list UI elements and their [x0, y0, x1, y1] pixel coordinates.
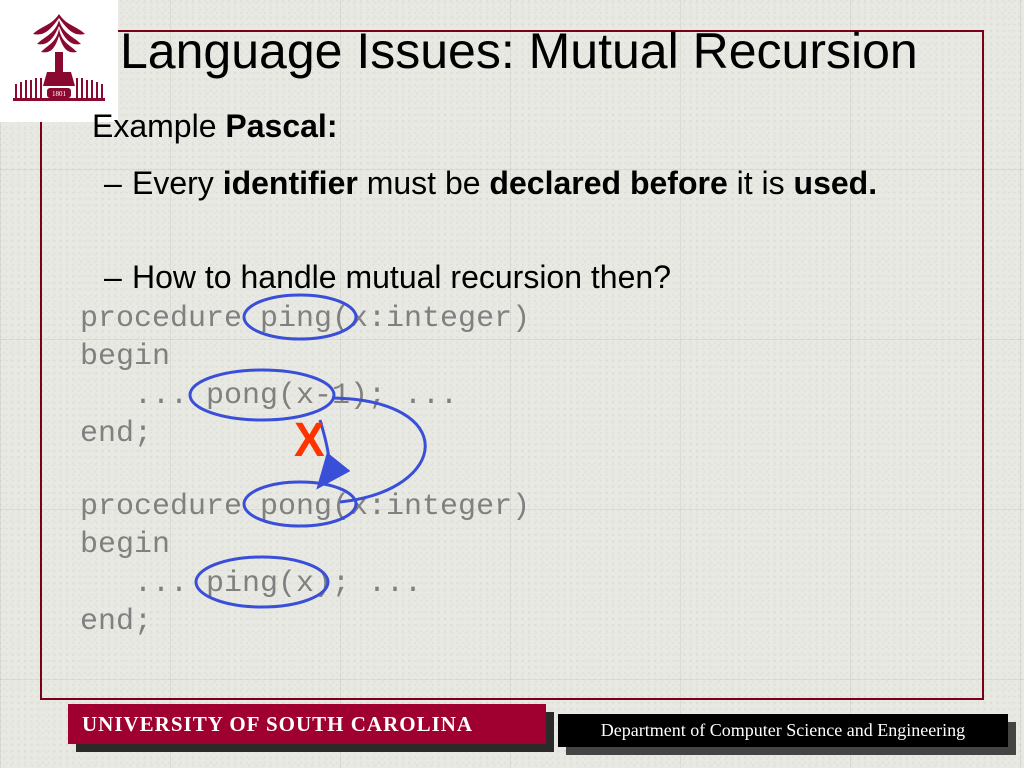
- university-name: UNIVERSITY OF SOUTH CAROLINA: [82, 712, 473, 737]
- bullet2b-text: How to handle mutual recursion then?: [132, 259, 671, 295]
- dash-icon: –: [104, 256, 122, 299]
- university-bar: UNIVERSITY OF SOUTH CAROLINA: [68, 704, 546, 744]
- slide-title: Language Issues: Mutual Recursion: [120, 22, 1000, 80]
- bullet-how-to-handle: – How to handle mutual recursion then?: [132, 256, 968, 299]
- error-cross-icon: X: [294, 411, 325, 468]
- slide-root: 1801 Language Issues: Mutual Recursion E…: [0, 0, 1024, 768]
- dash-icon: –: [104, 162, 122, 205]
- bullet2a-text: Every identifier must be declared before…: [132, 165, 877, 201]
- bullet-declared-before: – Every identifier must be declared befo…: [132, 162, 968, 205]
- department-name: Department of Computer Science and Engin…: [601, 720, 965, 741]
- department-bar: Department of Computer Science and Engin…: [558, 714, 1008, 747]
- palmetto-seal-icon: 1801: [9, 6, 109, 116]
- bullet1-bold: Pascal:: [225, 108, 337, 144]
- bullet1-prefix: Example: [92, 108, 225, 144]
- svg-text:1801: 1801: [52, 90, 67, 98]
- university-logo: 1801: [0, 0, 118, 122]
- bullet-example-pascal: Example Pascal:: [92, 108, 337, 145]
- code-block-pong: procedure pong(x:integer) begin ... ping…: [80, 488, 530, 642]
